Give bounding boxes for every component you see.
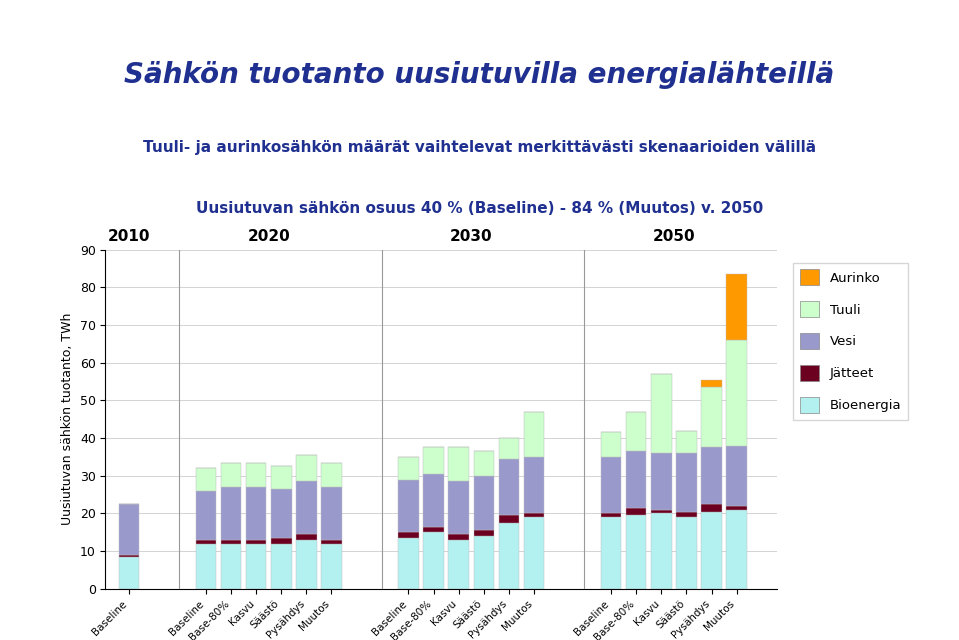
Bar	[321, 543, 341, 589]
Bar	[726, 340, 747, 445]
Text: 18.2.2014: 18.2.2014	[653, 24, 710, 34]
Text: Tuuli- ja aurinkosähkön määrät vaihtelevat merkittävästi skenaarioiden välillä: Tuuli- ja aurinkosähkön määrät vaihtelev…	[143, 140, 816, 155]
Bar	[600, 517, 621, 589]
Bar	[499, 515, 519, 523]
Text: 2010: 2010	[107, 229, 151, 244]
Bar	[524, 412, 545, 457]
Bar	[499, 459, 519, 515]
Bar	[119, 555, 139, 557]
Bar	[196, 540, 216, 543]
Bar	[600, 457, 621, 513]
Bar	[449, 481, 469, 534]
Bar	[499, 438, 519, 459]
Bar	[296, 540, 316, 589]
Bar	[423, 447, 444, 474]
Bar	[321, 463, 341, 487]
Bar	[474, 536, 494, 589]
Bar	[701, 380, 722, 387]
Bar	[119, 504, 139, 555]
Bar	[651, 453, 671, 509]
Bar	[676, 511, 696, 517]
Bar	[296, 534, 316, 540]
Bar	[499, 523, 519, 589]
Bar	[726, 274, 747, 340]
Bar	[221, 487, 242, 540]
Bar	[474, 476, 494, 531]
Bar	[676, 517, 696, 589]
Bar	[221, 543, 242, 589]
Bar	[524, 517, 545, 589]
Bar	[676, 453, 696, 511]
Bar	[600, 513, 621, 517]
Bar	[449, 540, 469, 589]
Bar	[423, 527, 444, 532]
Bar	[701, 447, 722, 504]
Bar	[221, 540, 242, 543]
Bar	[701, 387, 722, 447]
Bar	[296, 481, 316, 534]
Bar	[626, 508, 646, 515]
Bar	[626, 412, 646, 451]
Bar	[726, 445, 747, 506]
Bar	[449, 447, 469, 481]
Bar	[726, 506, 747, 509]
Bar	[701, 511, 722, 589]
Bar	[398, 538, 419, 589]
Bar	[651, 513, 671, 589]
Bar	[701, 504, 722, 511]
Bar	[246, 463, 267, 487]
Bar	[271, 538, 292, 543]
Bar	[246, 543, 267, 589]
Bar	[626, 515, 646, 589]
Bar	[423, 474, 444, 527]
Bar	[726, 509, 747, 589]
Bar	[398, 479, 419, 532]
Bar	[246, 540, 267, 543]
Text: 17: 17	[738, 22, 758, 36]
Bar	[119, 557, 139, 589]
Bar	[423, 532, 444, 589]
Y-axis label: Uusiutuvan sähkön tuotanto, TWh: Uusiutuvan sähkön tuotanto, TWh	[61, 313, 74, 525]
Bar	[271, 489, 292, 538]
Bar	[196, 543, 216, 589]
Bar	[651, 509, 671, 513]
Bar	[626, 451, 646, 508]
Bar	[246, 487, 267, 540]
Bar	[676, 431, 696, 453]
Bar	[398, 532, 419, 538]
Bar	[524, 513, 545, 517]
Bar	[321, 487, 341, 540]
Text: 2050: 2050	[652, 229, 695, 244]
Bar	[474, 531, 494, 536]
Bar	[600, 433, 621, 457]
Text: Sähkön tuotanto uusiutuvilla energialähteillä: Sähkön tuotanto uusiutuvilla energialäht…	[125, 61, 834, 89]
Bar	[296, 455, 316, 481]
Bar	[524, 457, 545, 513]
Bar	[196, 468, 216, 491]
Bar	[651, 374, 671, 453]
Bar	[271, 467, 292, 489]
Legend: Aurinko, Tuuli, Vesi, Jätteet, Bioenergia: Aurinko, Tuuli, Vesi, Jätteet, Bioenergi…	[793, 262, 908, 420]
Text: 2030: 2030	[450, 229, 493, 244]
Text: 2020: 2020	[247, 229, 290, 244]
Text: Uusiutuvan sähkön osuus 40 % (Baseline) - 84 % (Muutos) v. 2050: Uusiutuvan sähkön osuus 40 % (Baseline) …	[196, 201, 763, 216]
Bar	[398, 457, 419, 479]
Bar	[321, 540, 341, 543]
Bar	[474, 451, 494, 476]
Bar	[221, 463, 242, 487]
Bar	[271, 543, 292, 589]
Bar	[449, 534, 469, 540]
Bar	[196, 491, 216, 540]
